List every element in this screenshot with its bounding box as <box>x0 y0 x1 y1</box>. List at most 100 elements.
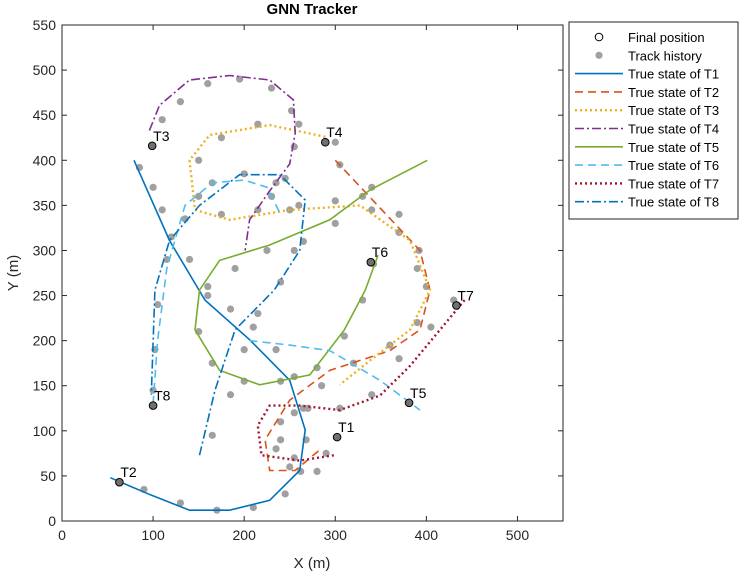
track-history-point <box>158 206 166 214</box>
y-tick-label: 550 <box>33 17 57 33</box>
true-state-line <box>256 299 466 462</box>
final-position-marker <box>148 401 158 410</box>
y-tick-label: 350 <box>33 197 57 213</box>
plot-content: T1 T2 T3 T4 T5 T6 T7 T8 <box>109 74 474 514</box>
legend-label: True state of T6 <box>628 158 719 173</box>
track-label: T8 <box>154 388 171 404</box>
final-position-marker <box>332 432 342 442</box>
legend-swatch <box>594 32 604 42</box>
track-history-point <box>208 431 216 439</box>
track-history-point <box>413 264 421 273</box>
track-history-point <box>340 332 348 340</box>
track-history-point <box>318 382 326 390</box>
track-history-point <box>231 264 239 273</box>
track-history-point <box>149 183 157 191</box>
track-history-point <box>204 80 212 88</box>
track-history-point <box>249 503 257 512</box>
legend-label: True state of T1 <box>628 67 719 82</box>
track-label: T6 <box>372 244 389 260</box>
y-tick-label: 500 <box>33 62 57 78</box>
track-label: T3 <box>153 128 170 144</box>
track-history-point <box>295 120 303 128</box>
track-label: T5 <box>410 385 427 401</box>
track-history-point <box>236 75 244 83</box>
x-tick-label: 200 <box>233 527 257 543</box>
y-tick-label: 0 <box>48 513 56 529</box>
track-history-point <box>240 346 248 354</box>
y-tick-label: 50 <box>40 468 56 484</box>
legend-label: True state of T7 <box>628 176 719 191</box>
track-history-point <box>267 84 276 92</box>
y-tick-label: 150 <box>33 378 57 394</box>
track-history-point <box>272 179 280 187</box>
x-tick-label: 100 <box>141 527 165 543</box>
track-history-point <box>217 134 226 142</box>
track-history-point <box>297 467 305 475</box>
final-position-marker <box>366 257 376 267</box>
track-history-point <box>240 170 248 178</box>
final-position-marker <box>452 301 461 310</box>
track-history-point <box>295 201 303 209</box>
track-history-point <box>395 355 403 363</box>
track-history-point <box>226 305 235 313</box>
chart-title: GNN Tracker <box>267 1 358 18</box>
final-position-marker <box>320 137 330 147</box>
track-history-point <box>313 467 321 475</box>
track-label: T1 <box>338 419 355 435</box>
track-history-point <box>395 210 403 218</box>
track-history-point <box>272 346 280 354</box>
track-history-point <box>290 454 298 462</box>
x-tick-label: 400 <box>415 527 439 543</box>
track-history-point <box>263 246 271 255</box>
track-history-point <box>277 436 285 444</box>
track-label: T4 <box>326 124 343 140</box>
track-history-point <box>281 490 289 498</box>
legend-swatch <box>595 51 603 59</box>
legend-label: Final position <box>628 30 705 45</box>
legend-label: True state of T8 <box>628 195 719 210</box>
track-history-point <box>176 98 185 106</box>
track-history-point <box>290 246 298 255</box>
track-history-point <box>331 197 339 205</box>
true-state-line <box>188 123 432 386</box>
true-state-line <box>148 74 297 251</box>
y-tick-label: 400 <box>33 152 57 168</box>
y-tick-label: 200 <box>33 333 57 349</box>
track-history-point <box>368 391 376 399</box>
track-history-point <box>290 409 298 417</box>
y-tick-label: 450 <box>33 107 57 123</box>
true-state-line <box>194 159 428 386</box>
legend-label: True state of T2 <box>628 85 719 100</box>
track-history-point <box>176 499 185 507</box>
track-history-point <box>185 255 194 264</box>
x-tick-label: 500 <box>506 527 530 543</box>
track-history-point <box>204 291 212 300</box>
legend-label: Track history <box>628 48 702 63</box>
y-tick-label: 250 <box>33 288 57 304</box>
track-history-point <box>158 116 166 124</box>
track-history-point <box>331 219 339 227</box>
legend-label: True state of T5 <box>628 140 719 155</box>
true-state-line <box>152 179 421 411</box>
track-history-point <box>281 174 289 182</box>
track-history-point <box>204 282 212 291</box>
track-history-point <box>226 391 235 399</box>
final-position-marker <box>404 398 414 408</box>
track-history-point <box>368 206 376 214</box>
track-label: T2 <box>120 464 137 480</box>
x-tick-label: 0 <box>58 527 66 543</box>
track-history-point <box>249 323 257 331</box>
track-history-point <box>427 323 435 331</box>
track-history-point <box>217 210 226 218</box>
track-history-point <box>254 309 262 318</box>
x-axis-label: X (m) <box>294 555 331 572</box>
final-position-marker <box>115 477 124 487</box>
track-history-point <box>272 445 280 453</box>
legend-label: True state of T4 <box>628 122 719 137</box>
track-label: T7 <box>457 287 474 303</box>
track-history-point <box>195 192 203 200</box>
plot-frame <box>61 24 564 522</box>
track-history-point <box>331 138 339 146</box>
track-history-point <box>154 300 162 309</box>
